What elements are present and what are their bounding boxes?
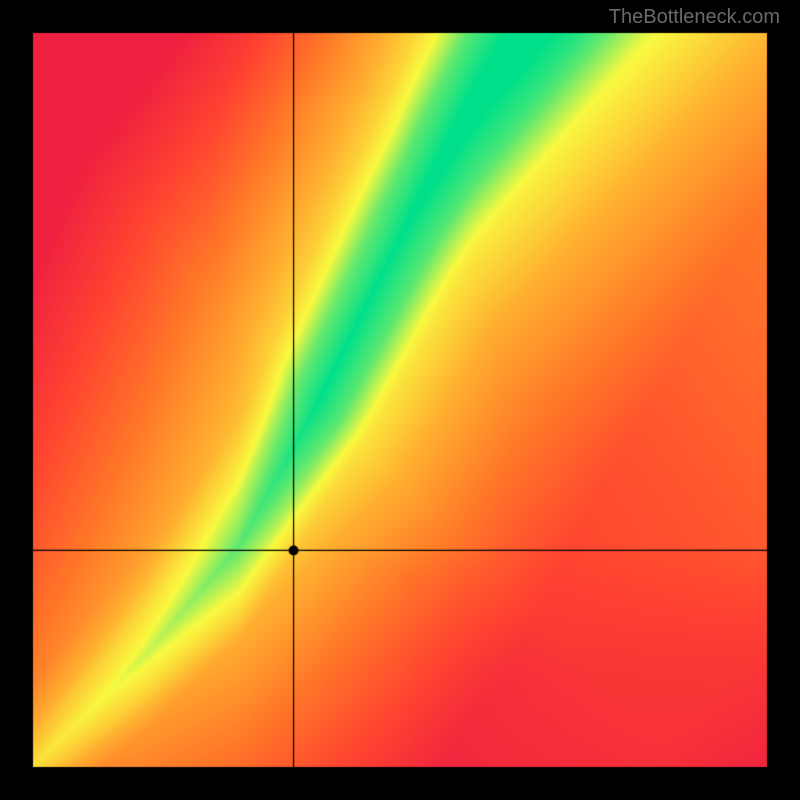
- watermark-text: TheBottleneck.com: [609, 6, 780, 29]
- heatmap-canvas: [0, 0, 800, 800]
- chart-root: TheBottleneck.com: [0, 0, 800, 800]
